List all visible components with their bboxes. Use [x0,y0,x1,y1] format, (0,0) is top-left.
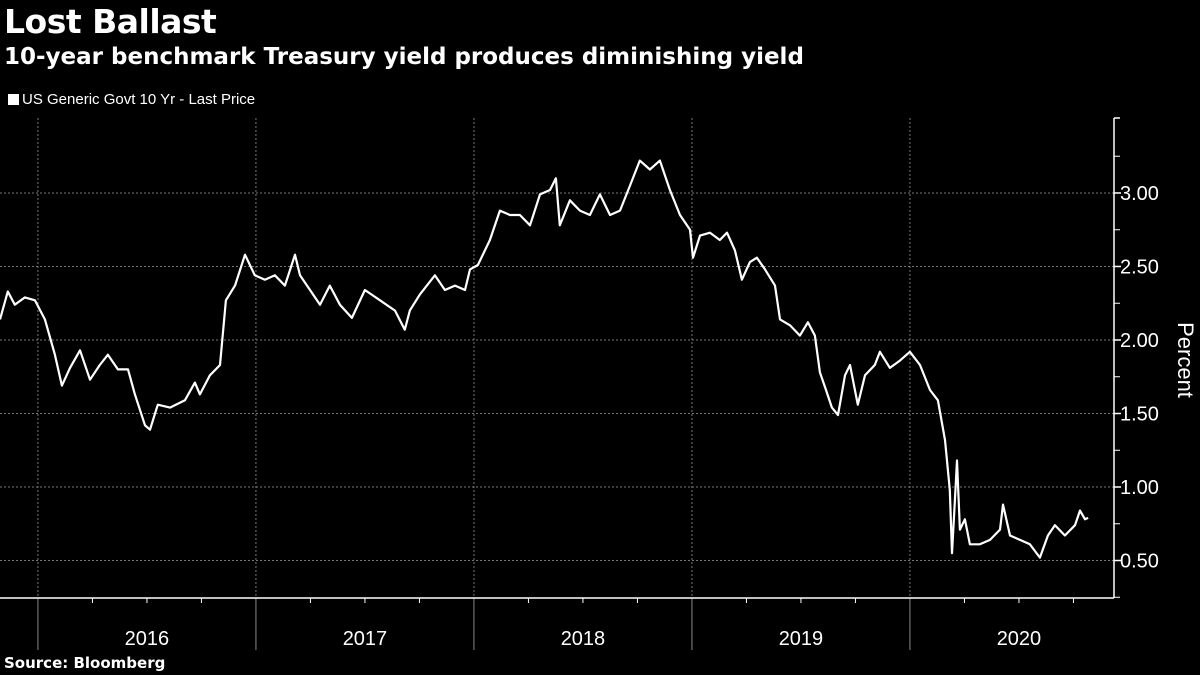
chart-subtitle: 10-year benchmark Treasury yield produce… [4,44,804,70]
y-tick-label: 2.00 [1120,330,1159,352]
axes: 0.50 1.00 1.50 2.00 2.50 3.00 2016 2017 2018 2019… [0,117,1159,650]
x-tick-label: 2018 [561,628,606,650]
legend: US Generic Govt 10 Yr - Last Price [8,91,255,108]
y-tick-label: 0.50 [1120,551,1159,573]
x-tick-label: 2016 [125,628,170,650]
x-tick-label: 2017 [343,628,388,650]
y-tick-label: 1.50 [1120,403,1159,425]
y-tick-label: 1.00 [1120,477,1159,499]
chart-title: Lost Ballast [4,2,217,41]
y-tick-label: 2.50 [1120,256,1159,278]
series-line-us-10yr [0,159,1089,559]
legend-swatch [8,94,19,105]
x-tick-label: 2019 [779,628,824,650]
legend-label: US Generic Govt 10 Yr - Last Price [22,91,256,108]
source-note: Source: Bloomberg [4,654,166,672]
y-axis-label: Percent [1173,322,1198,398]
y-tick-label: 3.00 [1120,183,1159,205]
x-tick-label: 2020 [997,628,1042,650]
